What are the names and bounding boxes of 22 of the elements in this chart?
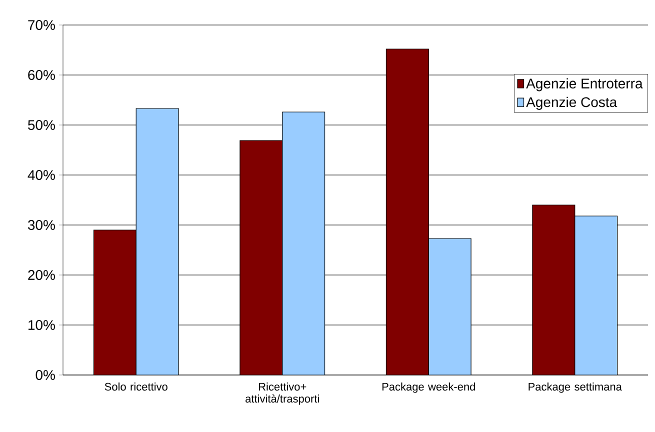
y-tick-label: 30% [28, 220, 55, 230]
y-tick-label: 20% [28, 270, 55, 280]
bar [136, 108, 179, 375]
x-tick-label: Ricettivo+ attività/trasporti [246, 382, 319, 405]
bar [574, 216, 618, 375]
y-tick-label: 0% [36, 370, 55, 380]
x-tick-label: Package settimana [528, 382, 622, 393]
bar [282, 112, 326, 375]
bar [93, 230, 136, 375]
x-tick-label: Solo ricettivo [104, 382, 168, 391]
legend-label: Agenzie Costa [526, 96, 618, 110]
bar [386, 48, 429, 375]
bar [532, 204, 576, 375]
bar [240, 140, 283, 375]
y-tick-label: 10% [28, 320, 55, 330]
y-tick-label: 40% [28, 170, 55, 180]
bar [428, 238, 472, 375]
legend-label: Agenzie Entroterra [526, 78, 643, 92]
y-tick-label: 60% [28, 70, 55, 80]
y-tick-label: 50% [28, 120, 55, 130]
y-tick-label: 70% [28, 20, 55, 30]
x-tick-label: Package week-end [382, 382, 475, 393]
